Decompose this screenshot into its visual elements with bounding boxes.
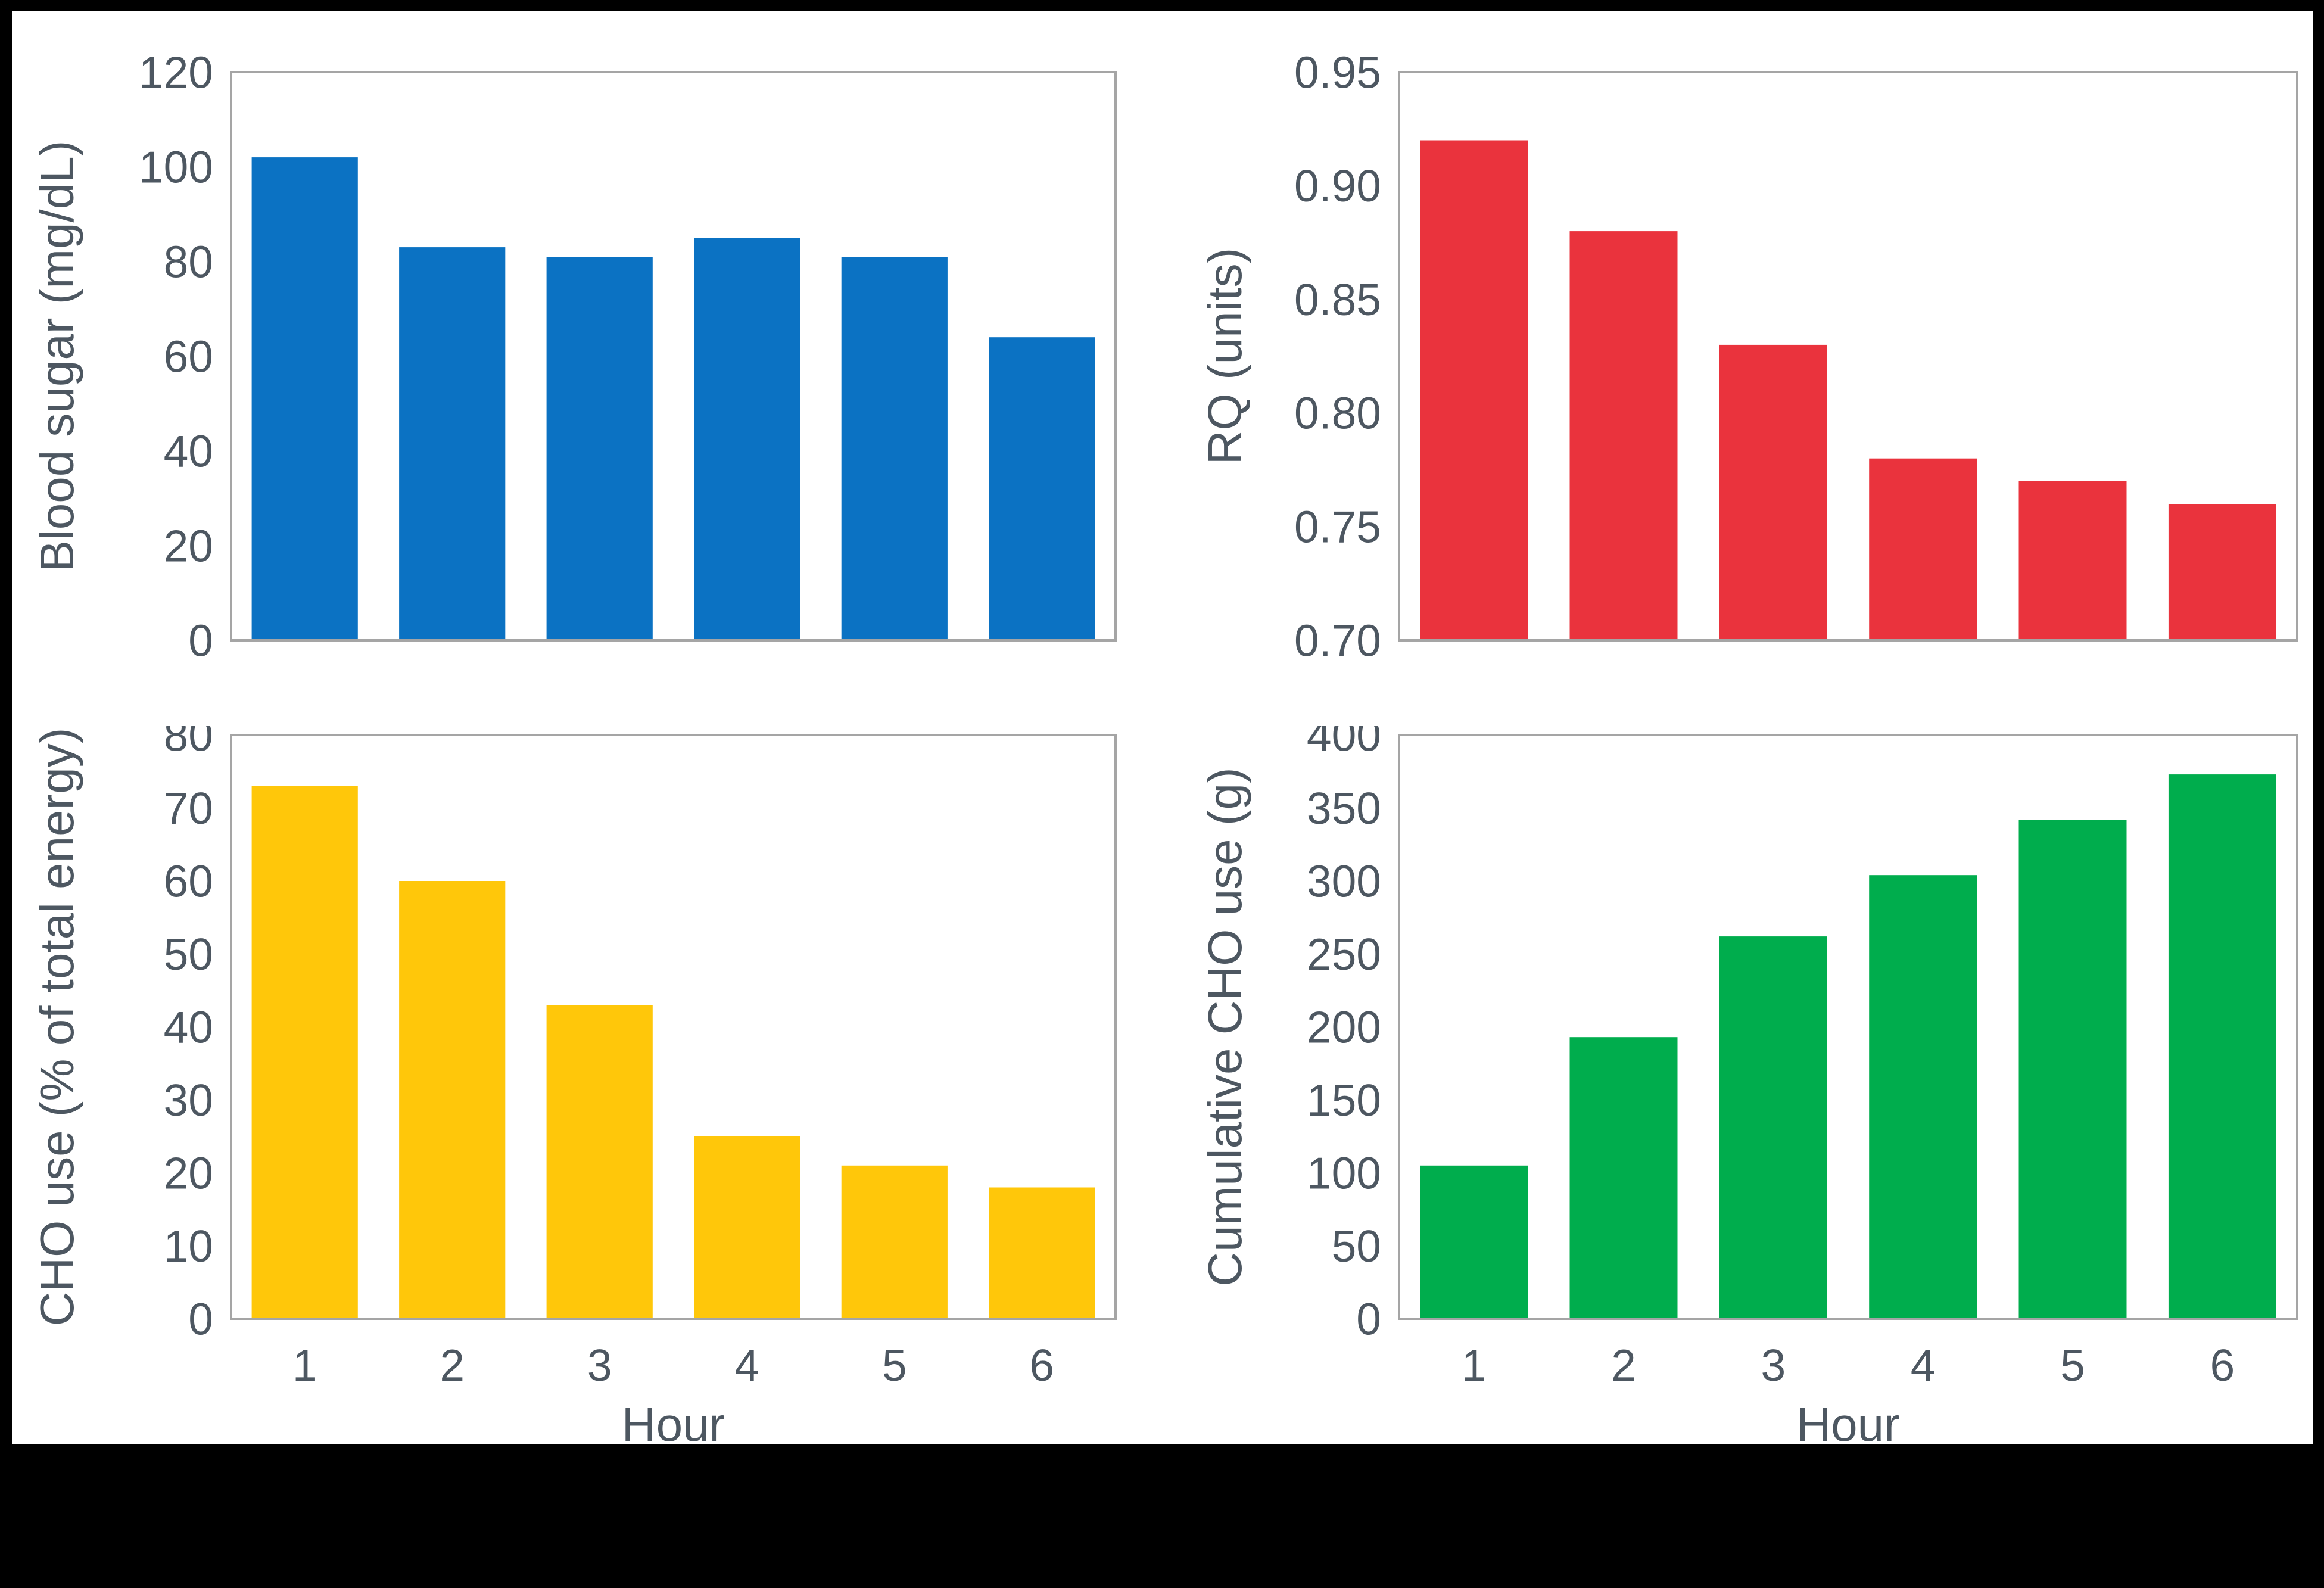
figure-canvas: 120 100 80 60 40 20 0 Blood sugar (mg/dL) 0.95 0…: [12, 11, 2313, 1451]
x-tick-label: 6: [1029, 1340, 1054, 1390]
plot-border: [230, 734, 1117, 1320]
y-tick-label: 100: [139, 142, 213, 192]
bar-rq-hour-5: [2018, 481, 2127, 640]
x-axis-label: Hour: [622, 1398, 725, 1451]
x-tick-label: 3: [587, 1340, 612, 1390]
bar-rq-hour-6: [2168, 504, 2276, 640]
y-tick-label: 60: [164, 331, 213, 381]
x-tick-label: 6: [2210, 1340, 2235, 1390]
bar-blood-sugar-hour-1: [251, 157, 358, 641]
y-tick-label: 0.90: [1294, 161, 1381, 211]
bar-rq-hour-2: [1569, 231, 1678, 641]
bar-cumulative-cho-hour-4: [1869, 875, 1977, 1319]
bar-blood-sugar-hour-5: [841, 257, 948, 640]
y-tick-label: 200: [1307, 1002, 1381, 1052]
y-tick-label: 40: [164, 1002, 213, 1052]
y-tick-label: 0: [188, 1294, 213, 1344]
y-tick-label: 0: [188, 615, 213, 665]
y-tick-label: 40: [164, 426, 213, 476]
y-tick-label: 80: [164, 236, 213, 287]
y-tick-label: 250: [1307, 929, 1381, 979]
bar-cho-use-percent-hour-5: [841, 1165, 948, 1319]
y-tick-label: 80: [164, 726, 213, 760]
y-axis-label: CHO use (% of total energy): [30, 728, 83, 1327]
y-tick-label: 50: [1332, 1221, 1381, 1271]
cho-use-percent-svg: 80 70 60 50 40 30 20 10 0 CHO use (% of total ene…: [30, 726, 1117, 1451]
y-axis-label: Cumulative CHO use (g): [1198, 767, 1251, 1286]
y-tick-label: 400: [1307, 726, 1381, 760]
bar-cumulative-cho-hour-6: [2168, 774, 2276, 1319]
y-tick-label: 120: [139, 47, 213, 97]
chart-blood-sugar: 120 100 80 60 40 20 0 Blood sugar (mg/dL): [24, 23, 1175, 726]
rq-svg: 0.95 0.90 0.85 0.80 0.75 0.70 RQ (units): [1198, 47, 2298, 665]
bar-blood-sugar-hour-3: [546, 257, 653, 640]
x-axis-label: Hour: [1796, 1398, 1899, 1451]
y-tick-label: 0.75: [1294, 502, 1381, 552]
x-tick-label: 4: [734, 1340, 759, 1390]
y-tick-label: 0.95: [1294, 47, 1381, 97]
y-tick-label: 10: [164, 1221, 213, 1271]
x-tick-label: 5: [2060, 1340, 2085, 1390]
bar-rq-hour-1: [1420, 140, 1528, 640]
bar-blood-sugar-hour-6: [989, 337, 1095, 640]
x-tick-label: 3: [1761, 1340, 1786, 1390]
bar-cho-use-percent-hour-3: [546, 1005, 653, 1319]
chart-cumulative-cho: 400 350 300 250 200 150 100 50 0 Cumulative CHO u…: [1175, 726, 2324, 1456]
bar-cumulative-cho-hour-5: [2018, 820, 2127, 1319]
bar-cho-use-percent-hour-4: [694, 1136, 800, 1319]
x-tick-label: 1: [292, 1340, 317, 1390]
plot-border: [230, 71, 1117, 642]
y-tick-label: 60: [164, 856, 213, 906]
plot-border: [1398, 734, 2298, 1320]
y-tick-label: 0.70: [1294, 615, 1381, 665]
cumulative-cho-svg: 400 350 300 250 200 150 100 50 0 Cumulative CHO u…: [1198, 726, 2298, 1451]
bar-cho-use-percent-hour-1: [251, 786, 358, 1319]
y-tick-label: 0.85: [1294, 275, 1381, 325]
y-tick-label: 30: [164, 1075, 213, 1125]
bar-cho-use-percent-hour-2: [399, 881, 506, 1319]
blood-sugar-svg: 120 100 80 60 40 20 0 Blood sugar (mg/dL): [30, 47, 1117, 665]
bar-cumulative-cho-hour-2: [1569, 1037, 1678, 1319]
y-tick-label: 350: [1307, 783, 1381, 833]
bar-blood-sugar-hour-4: [694, 238, 800, 641]
bar-blood-sugar-hour-2: [399, 247, 506, 641]
x-tick-label: 2: [440, 1340, 465, 1390]
y-tick-label: 0.80: [1294, 388, 1381, 438]
x-tick-label: 1: [1462, 1340, 1487, 1390]
bar-cumulative-cho-hour-3: [1719, 936, 1827, 1319]
chart-rq: 0.95 0.90 0.85 0.80 0.75 0.70 RQ (units): [1175, 23, 2324, 726]
y-tick-label: 70: [164, 783, 213, 833]
y-tick-label: 20: [164, 1148, 213, 1198]
y-tick-label: 300: [1307, 856, 1381, 906]
bar-cho-use-percent-hour-6: [989, 1187, 1095, 1319]
y-tick-label: 0: [1356, 1294, 1381, 1344]
y-axis-label: Blood sugar (mg/dL): [30, 141, 83, 572]
x-tick-label: 5: [882, 1340, 907, 1390]
bar-rq-hour-4: [1869, 458, 1977, 640]
y-tick-label: 150: [1307, 1075, 1381, 1125]
chart-cho-use-percent: 80 70 60 50 40 30 20 10 0 CHO use (% of total ene…: [24, 726, 1175, 1456]
y-axis-label: RQ (units): [1198, 248, 1251, 465]
y-tick-label: 50: [164, 929, 213, 979]
x-tick-label: 4: [1911, 1340, 1936, 1390]
y-tick-label: 100: [1307, 1148, 1381, 1198]
x-tick-label: 2: [1611, 1340, 1636, 1390]
y-tick-label: 20: [164, 521, 213, 571]
bar-cumulative-cho-hour-1: [1420, 1165, 1528, 1319]
plot-border: [1398, 71, 2298, 642]
bar-rq-hour-3: [1719, 344, 1827, 640]
